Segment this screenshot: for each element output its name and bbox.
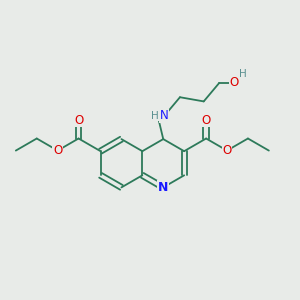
Text: O: O [222,144,232,157]
Text: O: O [53,144,62,157]
Text: O: O [229,76,239,89]
Text: N: N [160,109,169,122]
Text: H: H [239,68,247,79]
Text: H: H [151,111,159,121]
Text: O: O [74,114,83,127]
Text: N: N [158,181,168,194]
Text: O: O [202,114,211,127]
